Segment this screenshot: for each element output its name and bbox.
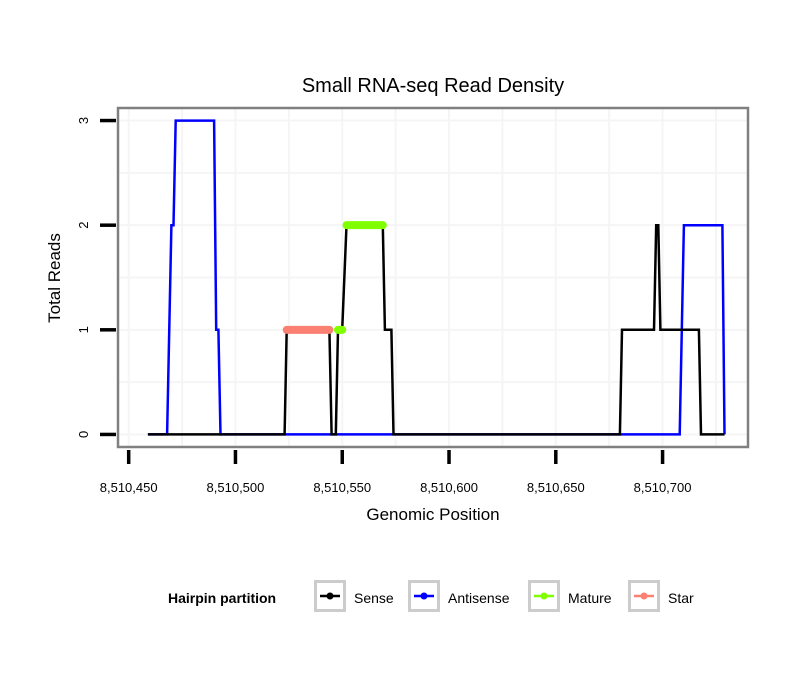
y-axis-title: Total Reads bbox=[45, 233, 64, 323]
x-tick-label: 8,510,550 bbox=[313, 480, 371, 495]
legend-label-star: Star bbox=[668, 590, 694, 606]
plot-border bbox=[116, 106, 750, 449]
legend-label-mature: Mature bbox=[568, 590, 612, 606]
legend-key-point bbox=[326, 592, 334, 600]
x-axis-title: Genomic Position bbox=[366, 505, 499, 524]
x-tick-label: 8,510,700 bbox=[634, 480, 692, 495]
x-tick-label: 8,510,500 bbox=[207, 480, 265, 495]
x-tick-label: 8,510,600 bbox=[420, 480, 478, 495]
legend-key-point bbox=[640, 592, 648, 600]
x-axis: 8,510,450 8,510,500 8,510,550 8,510,600 8,51… bbox=[100, 450, 692, 495]
legend-label-antisense: Antisense bbox=[448, 590, 510, 606]
series-line-antisense bbox=[147, 119, 726, 436]
y-tick-label: 2 bbox=[76, 222, 91, 229]
y-tick-label: 0 bbox=[76, 431, 91, 438]
legend: Hairpin partition Sense Antisense Mature St… bbox=[168, 580, 694, 612]
legend-label-sense: Sense bbox=[354, 590, 394, 606]
legend-title: Hairpin partition bbox=[168, 590, 276, 606]
series-layer bbox=[147, 119, 726, 436]
legend-key-point bbox=[420, 592, 428, 600]
x-tick-label: 8,510,450 bbox=[100, 480, 158, 495]
series-line-sense bbox=[147, 223, 725, 436]
legend-key-point bbox=[540, 592, 548, 600]
y-tick-label: 1 bbox=[76, 326, 91, 333]
x-tick-label: 8,510,650 bbox=[527, 480, 585, 495]
chart-title: Small RNA-seq Read Density bbox=[302, 75, 564, 97]
y-tick-label: 3 bbox=[76, 117, 91, 124]
y-axis: 0 1 2 3 bbox=[76, 117, 116, 438]
grid-lines bbox=[118, 108, 748, 447]
